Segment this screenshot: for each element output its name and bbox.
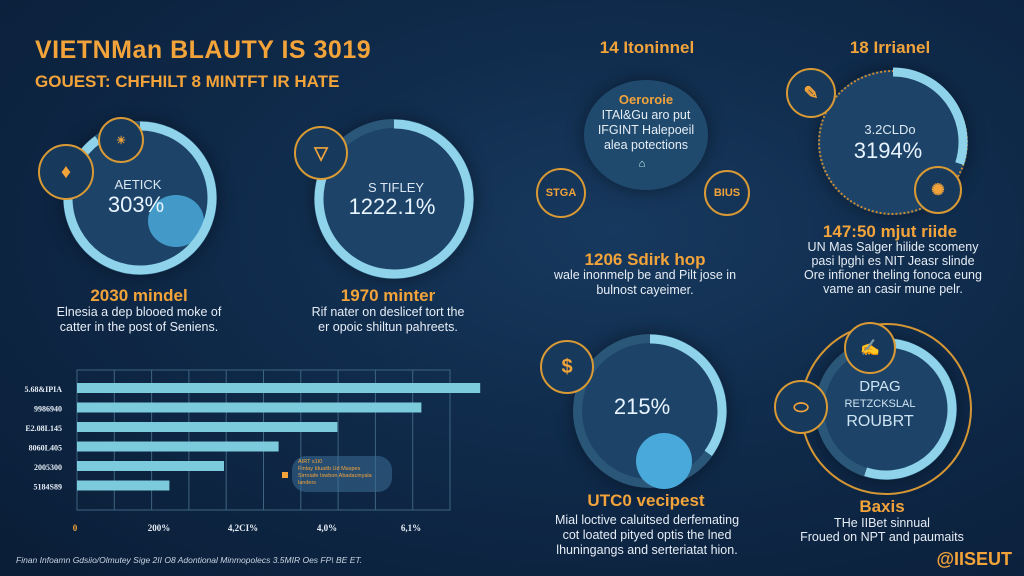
panel-desc-line: Elnesia a dep blooed moke of [56, 305, 222, 319]
ornament-emblem-icon: ✺ [914, 166, 962, 214]
panel-desc-line: Froued on NPT and paumaits [800, 530, 964, 544]
footnote: Finan Infoamn Gdsiio/Olmutey Sige 2II O8… [16, 555, 363, 565]
stat-value: 303% [107, 192, 165, 217]
blob-decoration [636, 433, 692, 489]
category-label: 9986940 [34, 405, 62, 414]
brush-emblem-icon: ✍ [844, 322, 896, 374]
panel-desc-line: UN Mas Salger hilide scomeny [807, 240, 979, 254]
stat-label: S TIFLEY [367, 180, 425, 195]
sun-emblem-icon: ☀ [98, 117, 144, 163]
panel-top-title: 14 Itoninnel [599, 38, 695, 57]
x-tick-label: 4,2CI% [228, 523, 258, 533]
x-tick-label: 0 [73, 523, 78, 533]
bar [77, 441, 279, 452]
x-tick-label: 200% [148, 523, 171, 533]
badge-bius: BIUS [704, 170, 750, 216]
category-label: 5184S89 [34, 483, 62, 492]
brush-emblem-icon: ♦ [38, 144, 94, 200]
stat-value: 3194% [853, 138, 923, 163]
badge-label: BIUS [713, 187, 741, 199]
panel-desc-line: bulnost cayeimer. [596, 283, 694, 297]
dollar-emblem-icon: $ [540, 340, 594, 394]
bar [77, 383, 481, 393]
badge-label: STGA [545, 187, 577, 199]
plot-frame [76, 369, 451, 511]
stat-line: DPAG [859, 378, 901, 395]
stat-label: AETICK [114, 177, 162, 192]
bar [77, 422, 338, 432]
stat-line: ROUBRT [846, 413, 914, 430]
page-title: VIETNMan BLAUTY IS 3019 [35, 36, 372, 64]
stat-label: 3.2CLDo [864, 122, 916, 137]
bar [77, 461, 224, 471]
tooltip-line: Fintay Iduaitb Ud Maspes [298, 466, 361, 472]
panel-desc-line: vame an casir mune pelr. [823, 282, 963, 296]
info-line: alea potections [603, 138, 689, 152]
chart-tooltip: AIRT s1I0 Fintay Iduaitb Ud Maspes Sirro… [292, 456, 392, 492]
panel-heading: 2030 mindel [90, 286, 188, 305]
info-title: Oeroroie [618, 92, 674, 107]
panel-desc-line: THe IIBet sinnual [834, 516, 930, 530]
panel-desc-line: wale inonmelp be and Pilt jose in [553, 268, 737, 282]
stat-value: 215% [613, 394, 671, 419]
tools-emblem-icon: ✎ [786, 68, 836, 118]
panel-heading: 1970 minter [340, 286, 436, 305]
panel-desc-line: pasi lpghi es NIT Jeasr slinde [811, 254, 975, 268]
brand-handle: @IISEUT [936, 549, 1012, 569]
panel-heading: Baxis [859, 497, 905, 516]
panel-heading: UTC0 vecipest [587, 491, 705, 510]
panel-desc-line: lhuningangs and serteriatat hion. [556, 543, 738, 557]
info-line: ITAl&Gu aro put [601, 108, 691, 122]
category-label: E2.08L145 [25, 424, 62, 433]
panel-heading: 147:50 mjut riide [822, 222, 958, 241]
cosmetic-emblem-icon: ⬭ [774, 380, 828, 434]
stat-line: RETZCKSLAL [844, 398, 916, 410]
x-tick-label: 4,0% [317, 523, 337, 533]
badge-stga: STGA [536, 168, 586, 218]
panel-desc-line: er opoic shiltun pahreets. [318, 320, 458, 334]
info-circle [584, 80, 708, 190]
x-tick-label: 6,1% [401, 523, 421, 533]
info-line: IFGINT Halepoeil [597, 123, 695, 137]
category-label: 8060L405 [29, 444, 62, 453]
panel-top-title: 18 Irrianel [849, 38, 931, 57]
tooltip-line: landers [298, 480, 317, 486]
category-label: 2005300 [34, 463, 62, 472]
panel-desc-line: cot loated pityed optis the lned [562, 528, 732, 542]
tooltip-marker-icon [282, 472, 288, 478]
hand-icon: ⌂ [638, 158, 646, 170]
tooltip-line: AIRT s1I0 [298, 459, 323, 465]
bar [77, 480, 170, 491]
panel-desc-line: catter in the post of Seniens. [59, 320, 219, 334]
panel-desc-line: Rif nater on deslicef tort the [311, 305, 465, 319]
panel-desc-line: Ore infioner theling fonoca eung [804, 268, 982, 282]
shield-emblem-icon: ▽ [294, 126, 348, 180]
stat-value: 1222.1% [348, 194, 436, 219]
bar [77, 402, 422, 413]
page-subtitle: GOUEST: CHFHILT 8 MINTFT IR HATE [35, 72, 340, 91]
category-label: 5.68&IPIA [24, 385, 62, 394]
panel-desc-line: Mial loctive caluitsed derfemating [554, 513, 740, 527]
panel-heading: 1206 Sdirk hop [584, 250, 706, 269]
tooltip-line: Sirroiafe Iswbon Abadacinyala [298, 473, 372, 479]
